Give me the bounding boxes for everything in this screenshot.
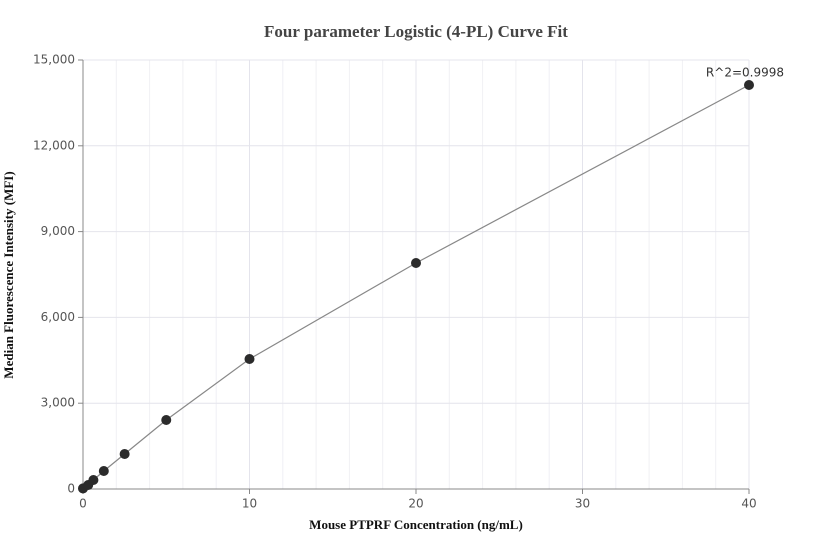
annotation: R^2=0.9998 (706, 65, 784, 79)
x-tick-label: 40 (741, 497, 756, 511)
data-point (411, 258, 421, 269)
y-tick-label: 9,000 (41, 224, 75, 238)
x-tick-label: 30 (575, 497, 590, 511)
x-tick-label: 10 (242, 497, 257, 511)
y-tick-label: 6,000 (41, 310, 75, 324)
y-axis-label: Median Fluorescence Intensity (MFI) (1, 171, 16, 378)
x-tick-label: 0 (79, 497, 87, 511)
y-tick-label: 3,000 (41, 396, 75, 410)
y-tick-label: 0 (67, 482, 75, 496)
data-point (161, 414, 172, 425)
data-point (98, 466, 109, 477)
x-tick-label: 20 (408, 497, 423, 511)
y-tick-label: 12,000 (33, 138, 75, 152)
data-point (119, 448, 130, 459)
x-axis-label: Mouse PTPRF Concentration (ng/mL) (309, 517, 523, 532)
chart-title: Four parameter Logistic (4-PL) Curve Fit (264, 22, 568, 41)
data-point (88, 474, 99, 485)
y-tick-label: 15,000 (33, 53, 75, 67)
data-point (744, 79, 754, 90)
data-point (244, 354, 255, 365)
